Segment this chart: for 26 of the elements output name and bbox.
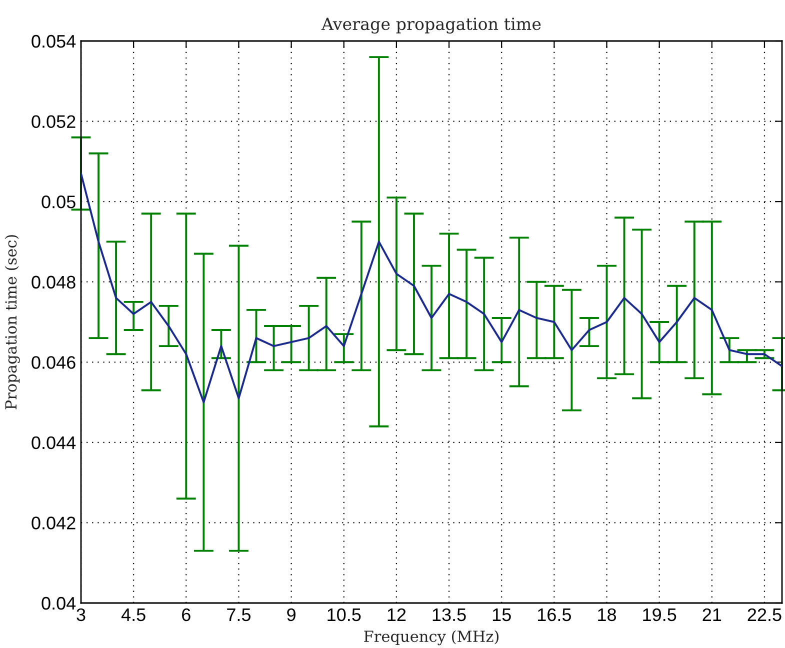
- y-tick-label: 0.05: [42, 196, 76, 208]
- x-tick-label: 12: [388, 608, 406, 621]
- y-axis-title: Propagation time (sec): [4, 235, 20, 410]
- x-tick-label: 19.5: [643, 608, 676, 622]
- x-tick-label: 6: [182, 608, 190, 622]
- x-tick-label: 22.5: [748, 608, 782, 622]
- y-tick-label: 0.048: [32, 276, 76, 289]
- y-tick-label: 0.04: [42, 596, 76, 610]
- x-tick-label: 3: [76, 608, 86, 622]
- x-tick-label: 4.5: [121, 608, 146, 622]
- x-tick-label: 18: [598, 608, 616, 622]
- x-tick-label: 9: [287, 608, 296, 622]
- x-tick-label: 16.5: [538, 608, 571, 622]
- x-tick-label: 21: [702, 608, 722, 621]
- x-axis-title: Frequency (MHz): [364, 630, 499, 646]
- x-tick-label: 15: [492, 608, 511, 622]
- y-tick-label: 0.054: [32, 34, 76, 48]
- y-tick-label: 0.046: [32, 356, 76, 369]
- y-tick-label: 0.042: [32, 516, 76, 530]
- x-tick-label: 7.5: [227, 608, 251, 622]
- line-series: [81, 172, 782, 404]
- y-tick-label: 0.052: [32, 115, 76, 128]
- y-tick-label: 0.044: [32, 436, 76, 450]
- x-tick-label: 10.5: [328, 608, 361, 622]
- x-tick-label: 13.5: [432, 608, 466, 622]
- chart-title: Average propagation time: [321, 18, 541, 34]
